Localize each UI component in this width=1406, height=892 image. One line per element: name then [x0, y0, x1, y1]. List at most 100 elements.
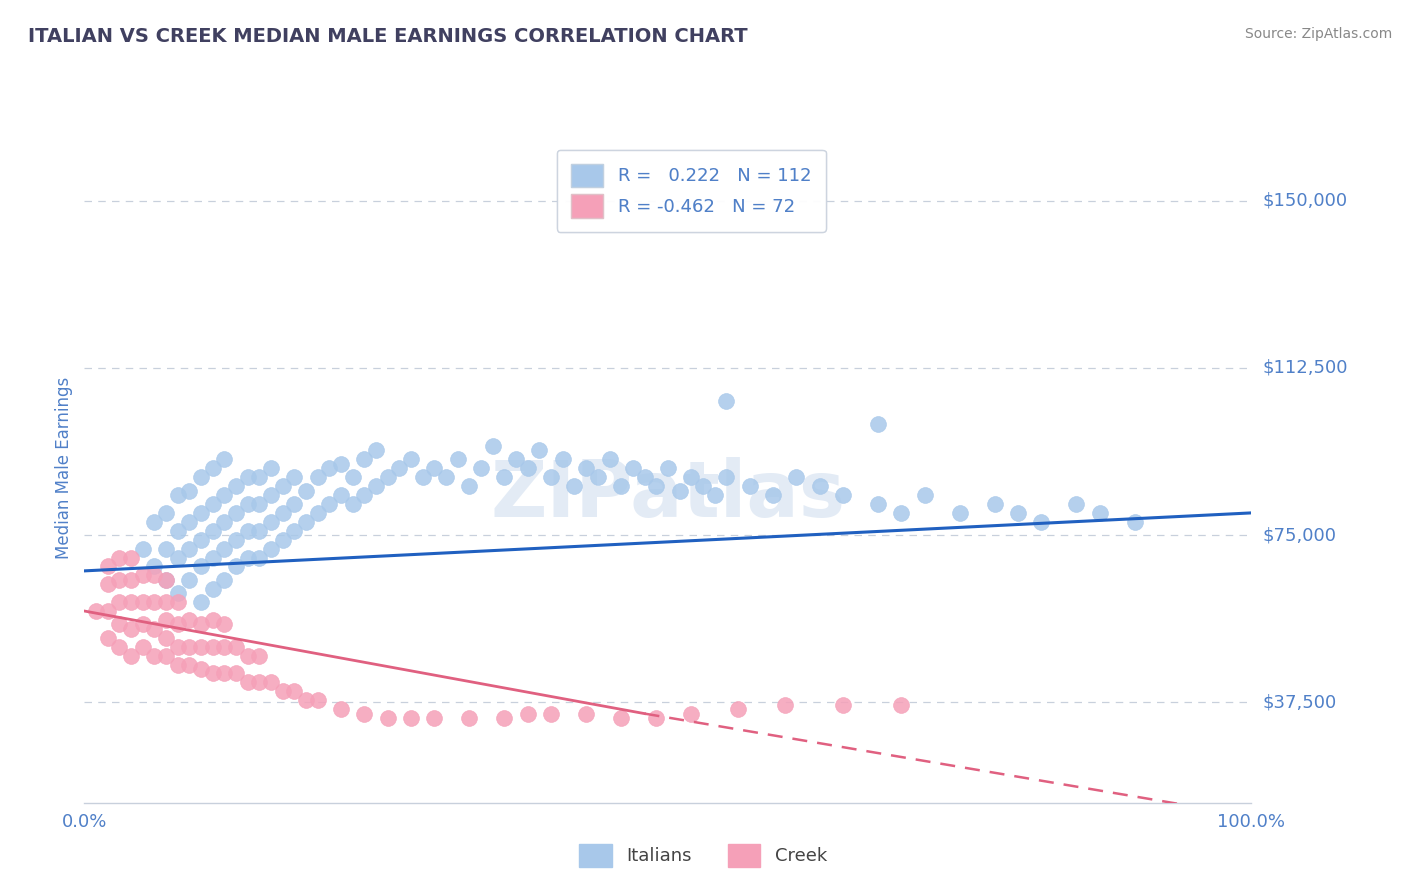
Point [155, 541, 177, 556]
Point [247, 524, 270, 538]
Point [120, 648, 142, 663]
Point [166, 586, 188, 600]
Point [201, 550, 224, 565]
Point [1123, 515, 1146, 529]
Point [447, 452, 470, 467]
Point [1031, 515, 1053, 529]
Text: $75,000: $75,000 [1263, 526, 1337, 544]
Point [330, 457, 353, 471]
Point [201, 582, 224, 596]
Point [155, 573, 177, 587]
Point [201, 524, 224, 538]
Point [214, 640, 236, 654]
Point [516, 461, 538, 475]
Point [108, 640, 131, 654]
Text: $112,500: $112,500 [1263, 359, 1348, 377]
Point [529, 443, 551, 458]
Point [132, 617, 155, 632]
Point [668, 483, 690, 498]
Point [377, 711, 399, 725]
Point [247, 648, 270, 663]
Point [307, 470, 329, 484]
Point [283, 470, 305, 484]
Point [214, 617, 236, 632]
Point [890, 698, 912, 712]
Point [260, 541, 283, 556]
Point [236, 550, 259, 565]
Point [318, 497, 340, 511]
Point [621, 461, 644, 475]
Point [353, 488, 375, 502]
Point [201, 666, 224, 681]
Point [166, 488, 188, 502]
Point [97, 577, 120, 591]
Text: $37,500: $37,500 [1263, 693, 1337, 712]
Legend: R =   0.222   N = 112, R = -0.462   N = 72: R = 0.222 N = 112, R = -0.462 N = 72 [557, 150, 825, 232]
Point [260, 488, 283, 502]
Point [342, 497, 364, 511]
Point [108, 550, 131, 565]
Point [236, 497, 259, 511]
Point [108, 573, 131, 587]
Point [120, 595, 142, 609]
Point [190, 506, 212, 520]
Point [236, 675, 259, 690]
Point [179, 657, 201, 672]
Point [132, 568, 155, 582]
Point [84, 604, 107, 618]
Point [97, 631, 120, 645]
Point [271, 506, 294, 520]
Point [342, 470, 364, 484]
Point [247, 550, 270, 565]
Point [458, 479, 481, 493]
Point [832, 488, 855, 502]
Point [890, 506, 912, 520]
Point [155, 648, 177, 663]
Point [260, 461, 283, 475]
Point [190, 662, 212, 676]
Point [179, 613, 201, 627]
Point [692, 479, 714, 493]
Point [97, 559, 120, 574]
Legend: Italians, Creek: Italians, Creek [572, 837, 834, 874]
Point [610, 479, 633, 493]
Text: Source: ZipAtlas.com: Source: ZipAtlas.com [1244, 27, 1392, 41]
Point [201, 461, 224, 475]
Point [225, 506, 247, 520]
Point [727, 702, 749, 716]
Point [366, 443, 388, 458]
Point [155, 506, 177, 520]
Point [353, 706, 375, 721]
Point [190, 640, 212, 654]
Point [494, 711, 516, 725]
Point [120, 573, 142, 587]
Point [295, 483, 318, 498]
Point [423, 711, 446, 725]
Point [681, 706, 703, 721]
Point [366, 479, 388, 493]
Point [307, 693, 329, 707]
Point [738, 479, 761, 493]
Point [247, 675, 270, 690]
Point [505, 452, 527, 467]
Y-axis label: Median Male Earnings: Median Male Earnings [55, 377, 73, 559]
Point [179, 640, 201, 654]
Point [481, 439, 505, 453]
Point [214, 666, 236, 681]
Text: ITALIAN VS CREEK MEDIAN MALE EARNINGS CORRELATION CHART: ITALIAN VS CREEK MEDIAN MALE EARNINGS CO… [28, 27, 748, 45]
Point [494, 470, 516, 484]
Point [190, 617, 212, 632]
Point [179, 573, 201, 587]
Point [283, 497, 305, 511]
Point [388, 461, 411, 475]
Point [179, 483, 201, 498]
Point [949, 506, 972, 520]
Point [785, 470, 807, 484]
Point [143, 515, 166, 529]
Point [260, 675, 283, 690]
Point [247, 497, 270, 511]
Point [866, 497, 889, 511]
Point [657, 461, 679, 475]
Point [155, 573, 177, 587]
Point [353, 452, 375, 467]
